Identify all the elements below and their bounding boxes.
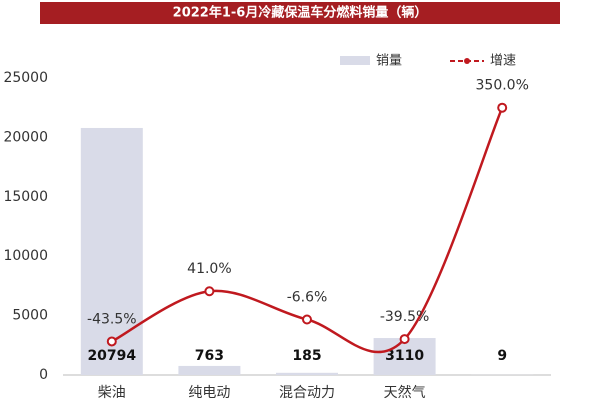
bar-value-label: 185 [292,348,321,364]
x-tick-label: 柴油 [98,385,126,401]
bar [276,372,338,375]
line-value-label: -6.6% [287,290,328,306]
legend-swatch [340,56,370,65]
bar [373,338,436,375]
x-tick-label: 天然气 [384,384,426,401]
line-value-label: 41.0% [187,261,231,277]
legend-label: 增速 [490,54,516,69]
line-value-label: -39.5% [380,309,430,325]
y-tick-label: 10000 [3,248,48,264]
line-point [399,334,410,345]
y-tick-label: 20000 [3,129,48,145]
x-tick-label: 混合动力 [279,385,335,401]
bar-value-label: 763 [195,348,224,364]
line-point [106,336,117,347]
bar [178,365,241,375]
legend-dot [464,58,470,64]
y-tick-label: 25000 [3,70,48,86]
bar-value-label: 20794 [87,348,136,364]
y-tick-label: 0 [39,367,48,383]
line-point [302,314,312,325]
line-point [497,102,508,113]
y-tick-label: 5000 [12,308,48,324]
y-tick-label: 15000 [3,189,48,205]
bar-value-label: 9 [497,348,507,364]
line-point [204,286,215,297]
chart-title: 2022年1-6月冷藏保温车分燃料销量（辆） [173,5,428,21]
bar [80,127,143,375]
bar-value-label: 3110 [385,348,424,364]
line-value-label: 350.0% [476,78,529,94]
x-tick-label: 纯电动 [188,385,230,401]
title-bar [40,2,560,24]
legend-label: 销量 [376,54,402,69]
line [111,107,504,354]
line-value-label: -43.5% [87,311,137,327]
